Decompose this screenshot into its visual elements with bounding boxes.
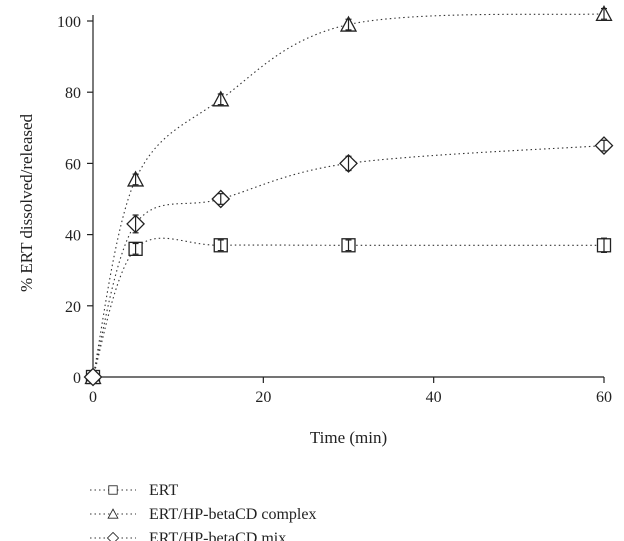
legend-item-triangle: ERT/HP-betaCD complex (90, 506, 316, 523)
data-point-diamond (83, 367, 103, 387)
y-tick-label: 100 (57, 14, 81, 31)
series-markers (83, 5, 614, 387)
legend: ERT ERT/HP-betaCD complex ERT/HP-betaCD mi… (90, 482, 316, 541)
series-line-square (92, 237, 604, 378)
x-ticks: 0 20 40 60 (89, 377, 612, 406)
legend-marker-diamond (106, 531, 120, 541)
legend-item-square: ERT (90, 482, 178, 499)
legend-label: ERT (149, 482, 178, 499)
series-line-triangle (92, 13, 605, 378)
y-tick-label: 60 (65, 156, 81, 173)
legend-label: ERT/HP-betaCD complex (149, 506, 316, 523)
y-ticks: 0 20 40 60 80 100 (57, 14, 93, 387)
series-points-triangle (84, 5, 613, 385)
series-points-square (85, 237, 612, 385)
legend-marker-triangle (107, 508, 119, 519)
x-axis-title: Time (min) (310, 428, 387, 447)
y-tick-label: 20 (65, 299, 81, 316)
y-tick-label: 0 (73, 370, 81, 387)
x-tick-label: 60 (596, 389, 612, 406)
series-curves (92, 13, 605, 378)
y-tick-label: 40 (65, 228, 81, 245)
legend-marker-square (108, 485, 118, 495)
axes: 0 20 40 60 0 20 40 60 80 100 (57, 14, 612, 406)
legend-item-diamond: ERT/HP-betaCD mix (90, 530, 286, 541)
x-tick-label: 40 (426, 389, 442, 406)
y-axis-title: % ERT dissolved/released (17, 113, 36, 292)
x-tick-label: 20 (255, 389, 271, 406)
x-tick-label: 0 (89, 389, 97, 406)
legend-label: ERT/HP-betaCD mix (149, 530, 286, 541)
series-line-diamond (92, 145, 605, 378)
series-points-diamond (83, 136, 614, 387)
y-tick-label: 80 (65, 85, 81, 102)
